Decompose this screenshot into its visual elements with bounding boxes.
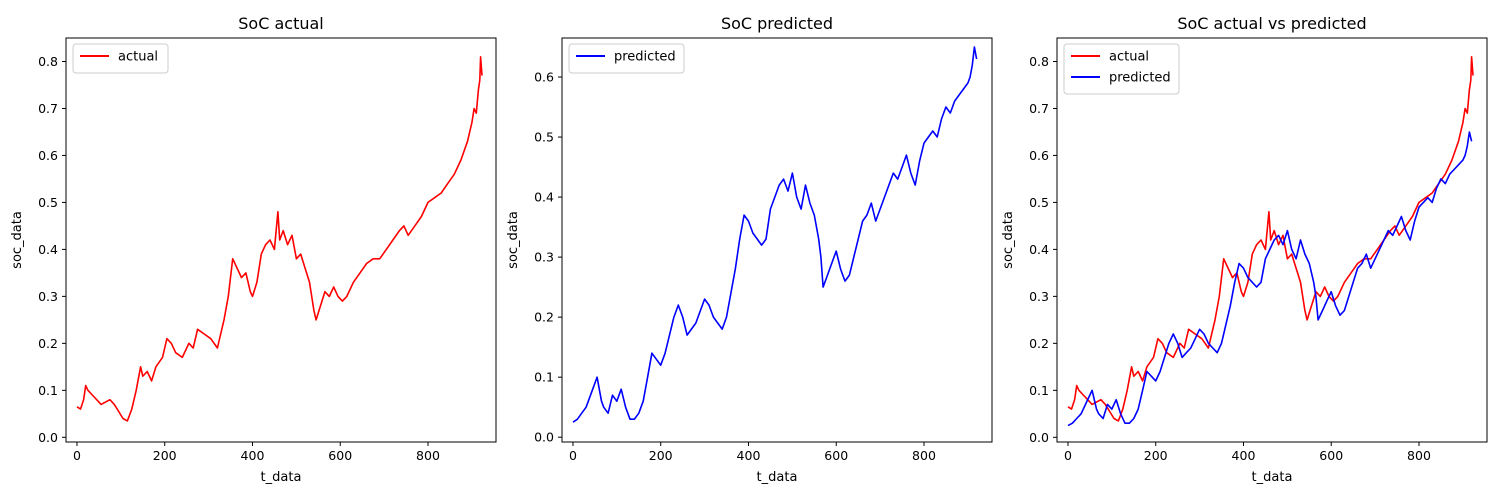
x-tick-label: 200 (153, 448, 177, 463)
y-tick-label: 0.5 (1029, 195, 1049, 210)
y-tick-label: 0.5 (38, 195, 58, 210)
legend-entry-predicted: predicted (1109, 71, 1171, 86)
y-tick-label: 0.4 (1029, 242, 1049, 257)
x-tick-label: 0 (569, 448, 577, 463)
chart-title: SoC predicted (721, 14, 833, 33)
y-tick-label: 0.1 (38, 383, 58, 398)
y-tick-label: 0.8 (38, 54, 58, 69)
y-axis-label: soc_data (10, 211, 25, 269)
legend-box (72, 43, 169, 74)
y-tick-label: 0.6 (534, 70, 554, 85)
y-tick-label: 0.1 (1029, 383, 1049, 398)
x-tick-label: 400 (241, 448, 265, 463)
x-axis-label: t_data (1252, 470, 1293, 485)
subplot-1: SoC actual 0 200 400 600 800 0.0 0.1 0.2 0.3 0.4 0.… (10, 14, 497, 485)
series-line-actual (76, 55, 483, 422)
x-tick-label: 800 (416, 448, 440, 463)
x-tick-label: 400 (1232, 448, 1256, 463)
x-tick-label: 600 (328, 448, 352, 463)
chart-title: SoC actual (238, 14, 323, 33)
y-tick-label: 0.0 (534, 430, 554, 445)
y-tick-label: 0.2 (1029, 336, 1049, 351)
y-axis-label: soc_data (506, 211, 521, 269)
subplot-2: SoC predicted 0 200 400 600 800 0.0 0.1 0.2 0.3 0.… (506, 14, 993, 485)
y-tick-label: 0.2 (38, 336, 58, 351)
x-tick-label: 0 (1064, 448, 1072, 463)
y-tick-label: 0.8 (1029, 54, 1049, 69)
plot-frame (65, 37, 497, 443)
x-tick-label: 800 (912, 448, 936, 463)
y-tick-label: 0.2 (534, 310, 554, 325)
x-tick-label: 800 (1407, 448, 1431, 463)
y-tick-label: 0.1 (534, 370, 554, 385)
legend-entry-actual: actual (1109, 50, 1149, 65)
y-tick-label: 0.3 (534, 250, 554, 265)
y-tick-label: 0.3 (38, 289, 58, 304)
series-line-predicted (1067, 131, 1473, 427)
x-axis-label: t_data (261, 470, 302, 485)
y-tick-label: 0.3 (1029, 289, 1049, 304)
x-tick-label: 600 (824, 448, 848, 463)
plot-frame (561, 37, 993, 443)
legend-entry-predicted: predicted (614, 50, 676, 65)
legend-entry-actual: actual (118, 50, 158, 65)
legend: actual (72, 43, 169, 74)
x-tick-label: 200 (649, 448, 673, 463)
y-axis-label: soc_data (1001, 211, 1016, 269)
legend-box (568, 43, 685, 74)
subplot-3: SoC actual vs predicted 0 200 400 600 800 0.0 0… (1001, 14, 1488, 485)
series-line-actual (1067, 55, 1474, 422)
series-line-predicted (572, 46, 978, 423)
x-tick-label: 0 (73, 448, 81, 463)
x-axis-label: t_data (757, 470, 798, 485)
y-tick-label: 0.7 (1029, 101, 1049, 116)
y-tick-label: 0.7 (38, 101, 58, 116)
y-tick-label: 0.4 (534, 190, 554, 205)
y-tick-label: 0.6 (1029, 148, 1049, 163)
y-tick-label: 0.5 (534, 130, 554, 145)
y-tick-label: 0.4 (38, 242, 58, 257)
legend: actual predicted (1063, 43, 1180, 95)
legend: predicted (568, 43, 685, 74)
x-tick-label: 400 (737, 448, 761, 463)
chart-title: SoC actual vs predicted (1177, 14, 1366, 33)
y-tick-label: 0.6 (38, 148, 58, 163)
x-tick-label: 600 (1319, 448, 1343, 463)
x-tick-label: 200 (1144, 448, 1168, 463)
y-tick-label: 0.0 (1029, 430, 1049, 445)
plot-frame (1056, 37, 1488, 443)
y-tick-label: 0.0 (38, 430, 58, 445)
